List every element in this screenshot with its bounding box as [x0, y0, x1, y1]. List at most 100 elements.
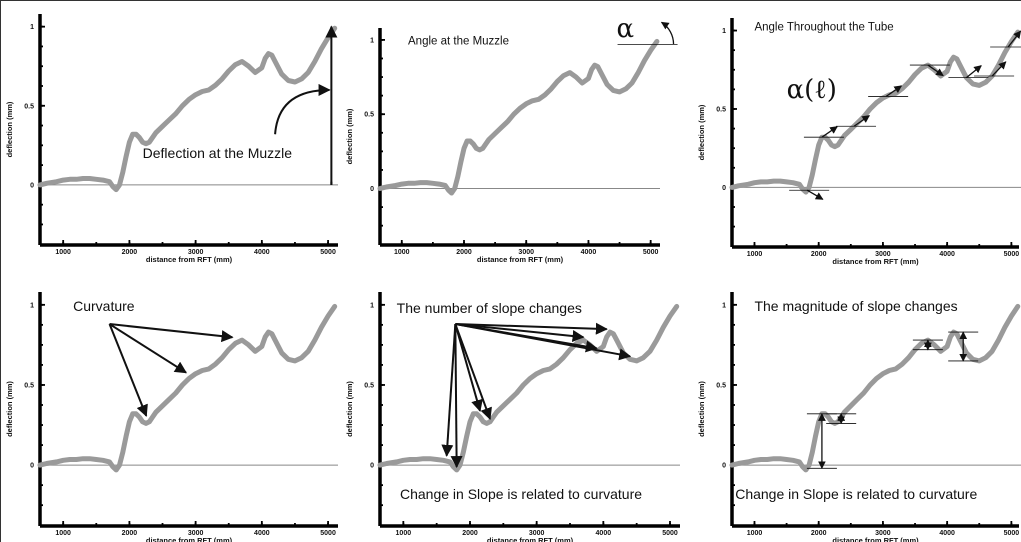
- alpha-of-l-symbol: α(ℓ): [787, 75, 837, 105]
- slope-change-arrow: [441, 323, 457, 457]
- panel-6: 0 0.5 1 1000 2000 3000 4000 5000 distance from R…: [697, 292, 1021, 542]
- x-tick-label: 4000: [596, 530, 612, 537]
- y-tick-label: 1: [722, 28, 726, 35]
- x-tick-label: 2000: [462, 530, 478, 537]
- deflection-curved-arrow: [274, 83, 331, 135]
- slope-changes-magnitude-label: The magnitude of slope changes: [754, 298, 957, 314]
- x-tick-label: 2000: [456, 249, 472, 256]
- x-tick-label: 1000: [394, 249, 410, 256]
- curvature-label: Curvature: [73, 298, 135, 314]
- x-tick-label: 3000: [518, 249, 534, 256]
- x-tick-label: 3000: [875, 251, 891, 258]
- x-tick-label: 4000: [939, 251, 955, 258]
- x-tick-label: 1000: [747, 530, 763, 537]
- x-tick-label: 4000: [581, 249, 597, 256]
- slope-change-arrow: [455, 323, 585, 342]
- y-axis-title: deflection (mm): [697, 381, 706, 437]
- slope-change-arrow: [454, 323, 492, 420]
- y-tick-label: 0: [30, 463, 34, 470]
- y-axis-title: deflection (mm): [5, 381, 14, 437]
- y-tick-label: 1: [722, 302, 726, 309]
- curvature-arrow: [108, 323, 188, 374]
- y-axis-title: deflection (mm): [5, 101, 14, 157]
- panel-2-annotations: Angle at the Muzzle α: [408, 14, 678, 47]
- slope-change-arrow: [455, 323, 632, 361]
- x-tick-label: 4000: [254, 249, 270, 256]
- y-axis-title: deflection (mm): [345, 381, 354, 437]
- deflection-series-line: [377, 303, 680, 473]
- panel-4: 0 0.5 1 1000 2000 3000 4000 5000 distance from R…: [5, 292, 338, 542]
- x-tick-label: 2000: [811, 251, 827, 258]
- tangent-angle-arrow: [1007, 30, 1021, 48]
- x-tick-label: 2000: [811, 530, 827, 537]
- panel-3: 0 0.5 1 1000 2000 3000 4000 5000 distance from R…: [697, 18, 1021, 266]
- y-axis-title: deflection (mm): [345, 108, 354, 164]
- panel-5: 0 0.5 1 1000 2000 3000 4000 5000 distance from R…: [345, 292, 680, 542]
- panel-3-annotations: Angle Throughout the Tube α(ℓ): [754, 22, 1021, 200]
- tangent-angle-arrow: [991, 61, 1007, 77]
- curvature-arrow: [108, 323, 148, 417]
- slope-change-arrow: [450, 324, 463, 469]
- panel-6-annotations: The magnitude of slope changes Change in …: [735, 298, 979, 502]
- x-axis-title: distance from RFT (mm): [146, 255, 233, 264]
- y-tick-label: 0: [30, 182, 34, 189]
- slope-curvature-note: Change in Slope is related to curvature: [735, 486, 977, 502]
- x-tick-label: 1000: [55, 530, 71, 537]
- tangent-angle-arrow: [927, 64, 944, 77]
- panel-1-annotations: Deflection at the Muzzle: [143, 25, 338, 185]
- x-tick-label: 1000: [747, 251, 763, 258]
- y-tick-label: 1: [30, 302, 34, 309]
- x-tick-label: 4000: [254, 530, 270, 537]
- slope-changes-number-label: The number of slope changes: [397, 300, 582, 316]
- x-axis-title: distance from RFT (mm): [477, 255, 564, 264]
- x-tick-label: 2000: [122, 249, 138, 256]
- tangent-angle-arrow: [821, 126, 838, 138]
- y-tick-label: 0: [722, 463, 726, 470]
- y-tick-label: 0: [370, 463, 374, 470]
- x-tick-label: 5000: [320, 530, 336, 537]
- panel-5-annotations: The number of slope changes Change in Slo…: [397, 300, 643, 502]
- y-axis-title: deflection (mm): [697, 104, 706, 160]
- deflection-label: Deflection at the Muzzle: [143, 145, 293, 161]
- x-tick-label: 3000: [875, 530, 891, 537]
- y-tick-label: 0.5: [24, 103, 34, 110]
- y-tick-label: 1: [370, 302, 374, 309]
- y-tick-label: 0.5: [716, 106, 726, 113]
- x-axis-title: distance from RFT (mm): [146, 536, 233, 542]
- slope-change-arrow: [455, 322, 608, 335]
- angle-arc: [660, 21, 675, 45]
- x-tick-label: 5000: [662, 530, 678, 537]
- tangent-angle-arrow: [853, 115, 870, 127]
- tangent-angle-arrow: [885, 85, 903, 97]
- x-axis-title: distance from RFT (mm): [487, 536, 574, 542]
- tangent-angle-arrow: [806, 189, 824, 200]
- angle-throughout-title: Angle Throughout the Tube: [754, 22, 893, 34]
- x-tick-label: 2000: [122, 530, 138, 537]
- slope-curvature-note: Change in Slope is related to curvature: [400, 486, 642, 502]
- panel-1: 0 0.5 1 1000 2000 3000 4000 5000 distance from R…: [5, 14, 338, 264]
- angle-at-muzzle-title: Angle at the Muzzle: [408, 35, 509, 47]
- y-tick-label: 0.5: [364, 382, 374, 389]
- deflection-series-line: [377, 38, 660, 196]
- y-tick-label: 0.5: [716, 382, 726, 389]
- x-tick-label: 1000: [396, 530, 412, 537]
- y-tick-label: 1: [370, 37, 374, 44]
- x-tick-label: 3000: [188, 249, 204, 256]
- alpha-symbol: α: [616, 14, 634, 44]
- x-tick-label: 4000: [939, 530, 955, 537]
- panel-2: 0 0.5 1 1000 2000 3000 4000 5000 distance from R…: [345, 28, 660, 264]
- deflection-series-line: [729, 29, 1021, 195]
- x-axis-title: distance from RFT (mm): [832, 536, 919, 542]
- y-tick-label: 0: [370, 186, 374, 193]
- y-tick-label: 0: [722, 185, 726, 192]
- x-tick-label: 3000: [188, 530, 204, 537]
- x-tick-label: 5000: [320, 249, 336, 256]
- tangent-angle-arrow: [966, 65, 982, 79]
- deflection-series-line: [37, 25, 338, 193]
- x-tick-label: 5000: [643, 249, 659, 256]
- x-tick-label: 3000: [529, 530, 545, 537]
- x-tick-label: 5000: [1004, 251, 1020, 258]
